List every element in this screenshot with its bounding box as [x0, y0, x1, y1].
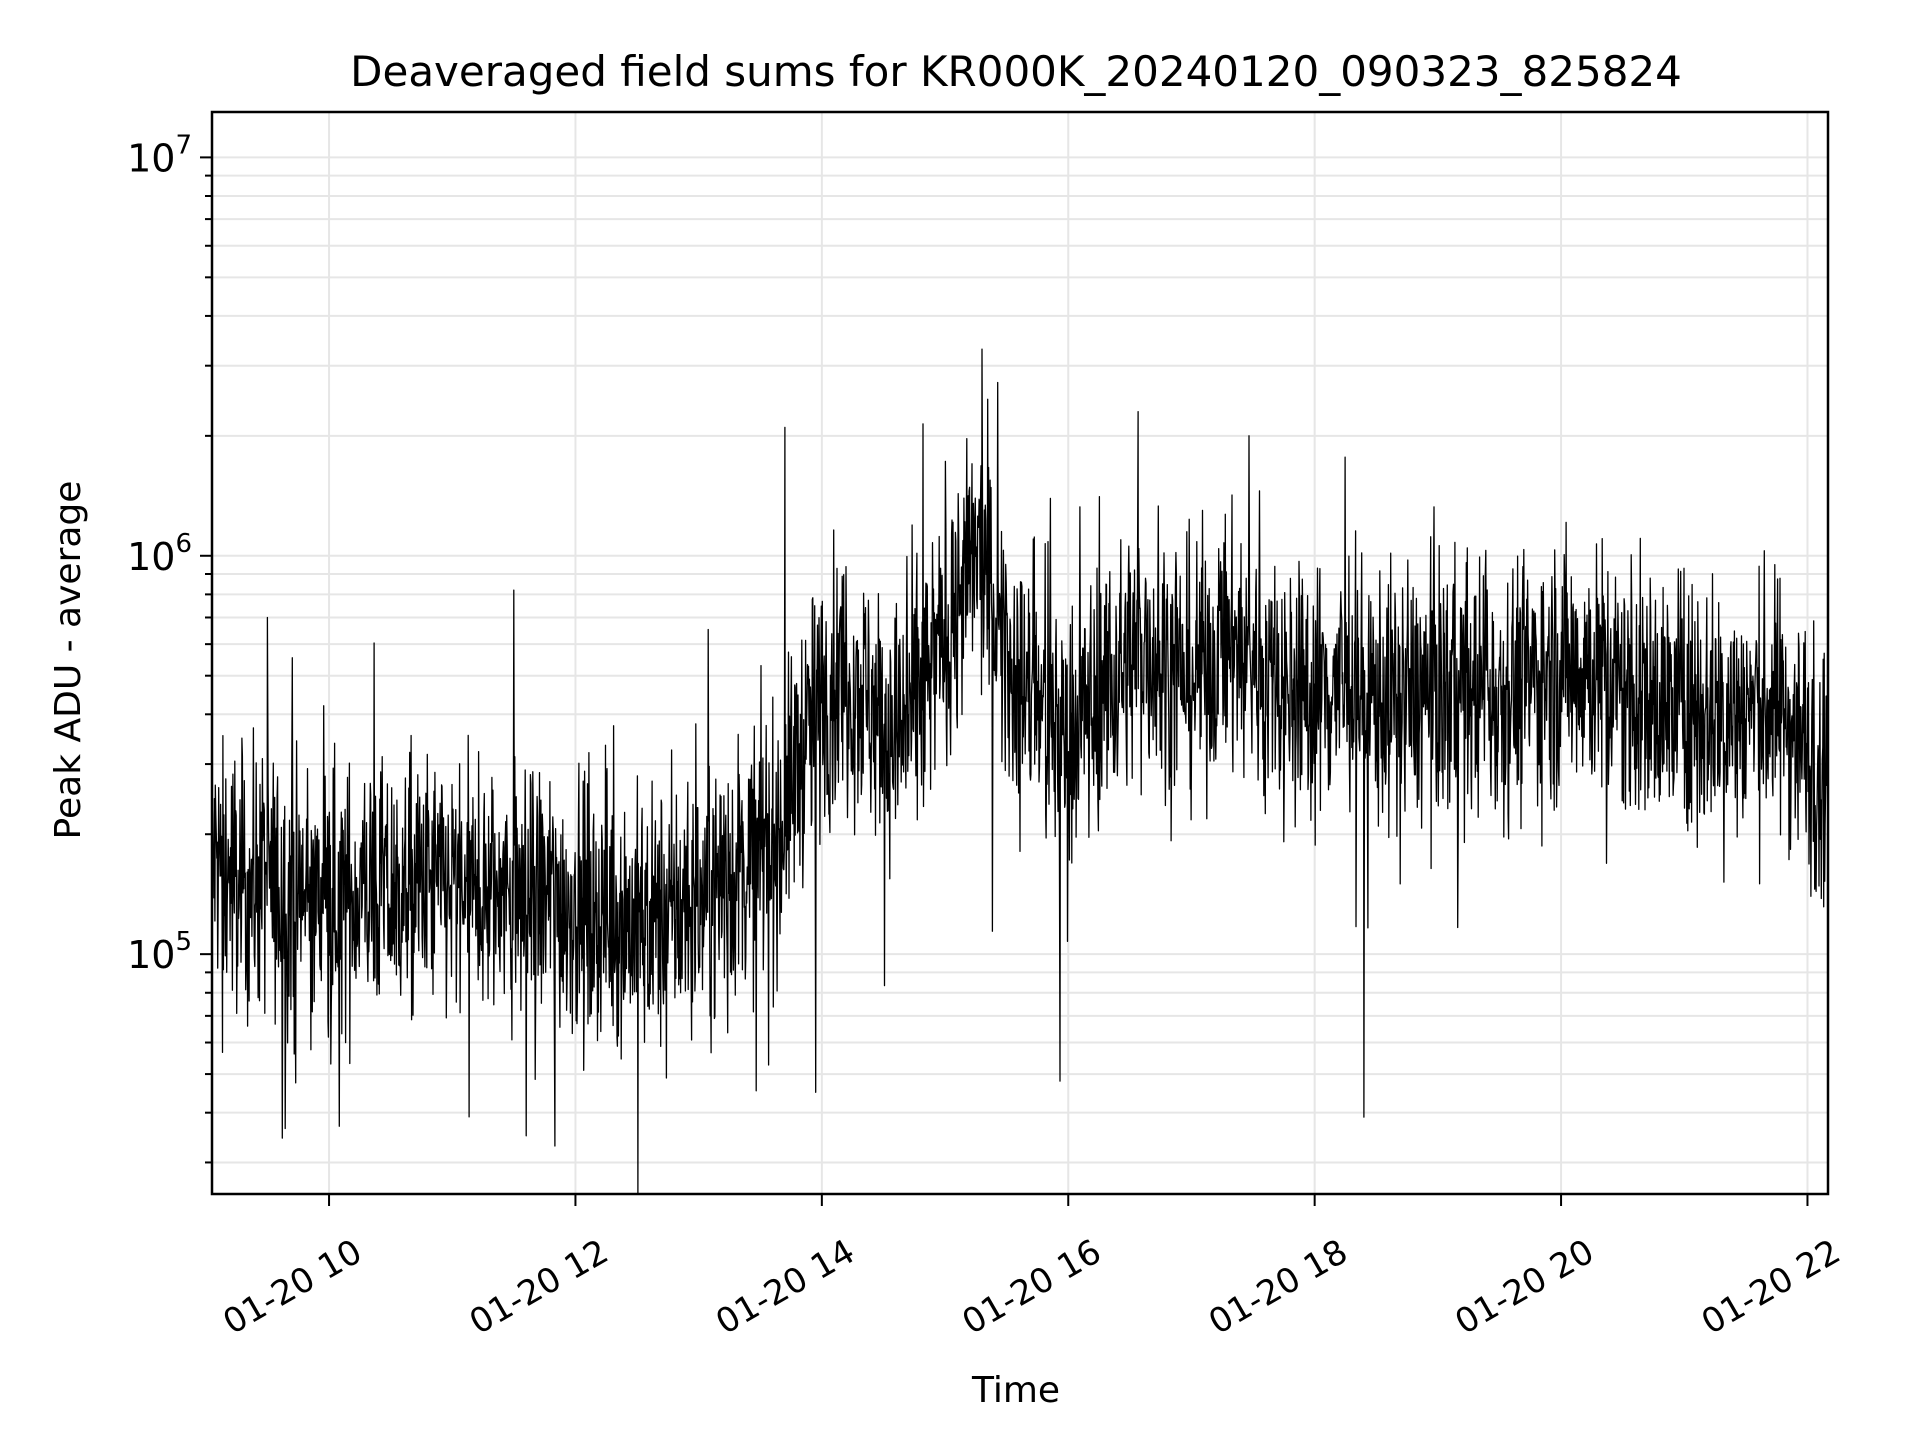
- x-axis-label: Time: [971, 1370, 1060, 1411]
- y-tick-label: 107: [127, 130, 192, 180]
- y-tick-label: 106: [127, 529, 192, 579]
- plot-frame: [210, 110, 1830, 1196]
- series-layer: [211, 157, 1829, 1195]
- y-axis-label: Peak ADU - average: [48, 481, 89, 840]
- chart-title: Deaveraged field sums for KR000K_2024012…: [350, 47, 1682, 96]
- y-tick-label: 105: [127, 927, 192, 977]
- series-line: [211, 157, 1829, 1195]
